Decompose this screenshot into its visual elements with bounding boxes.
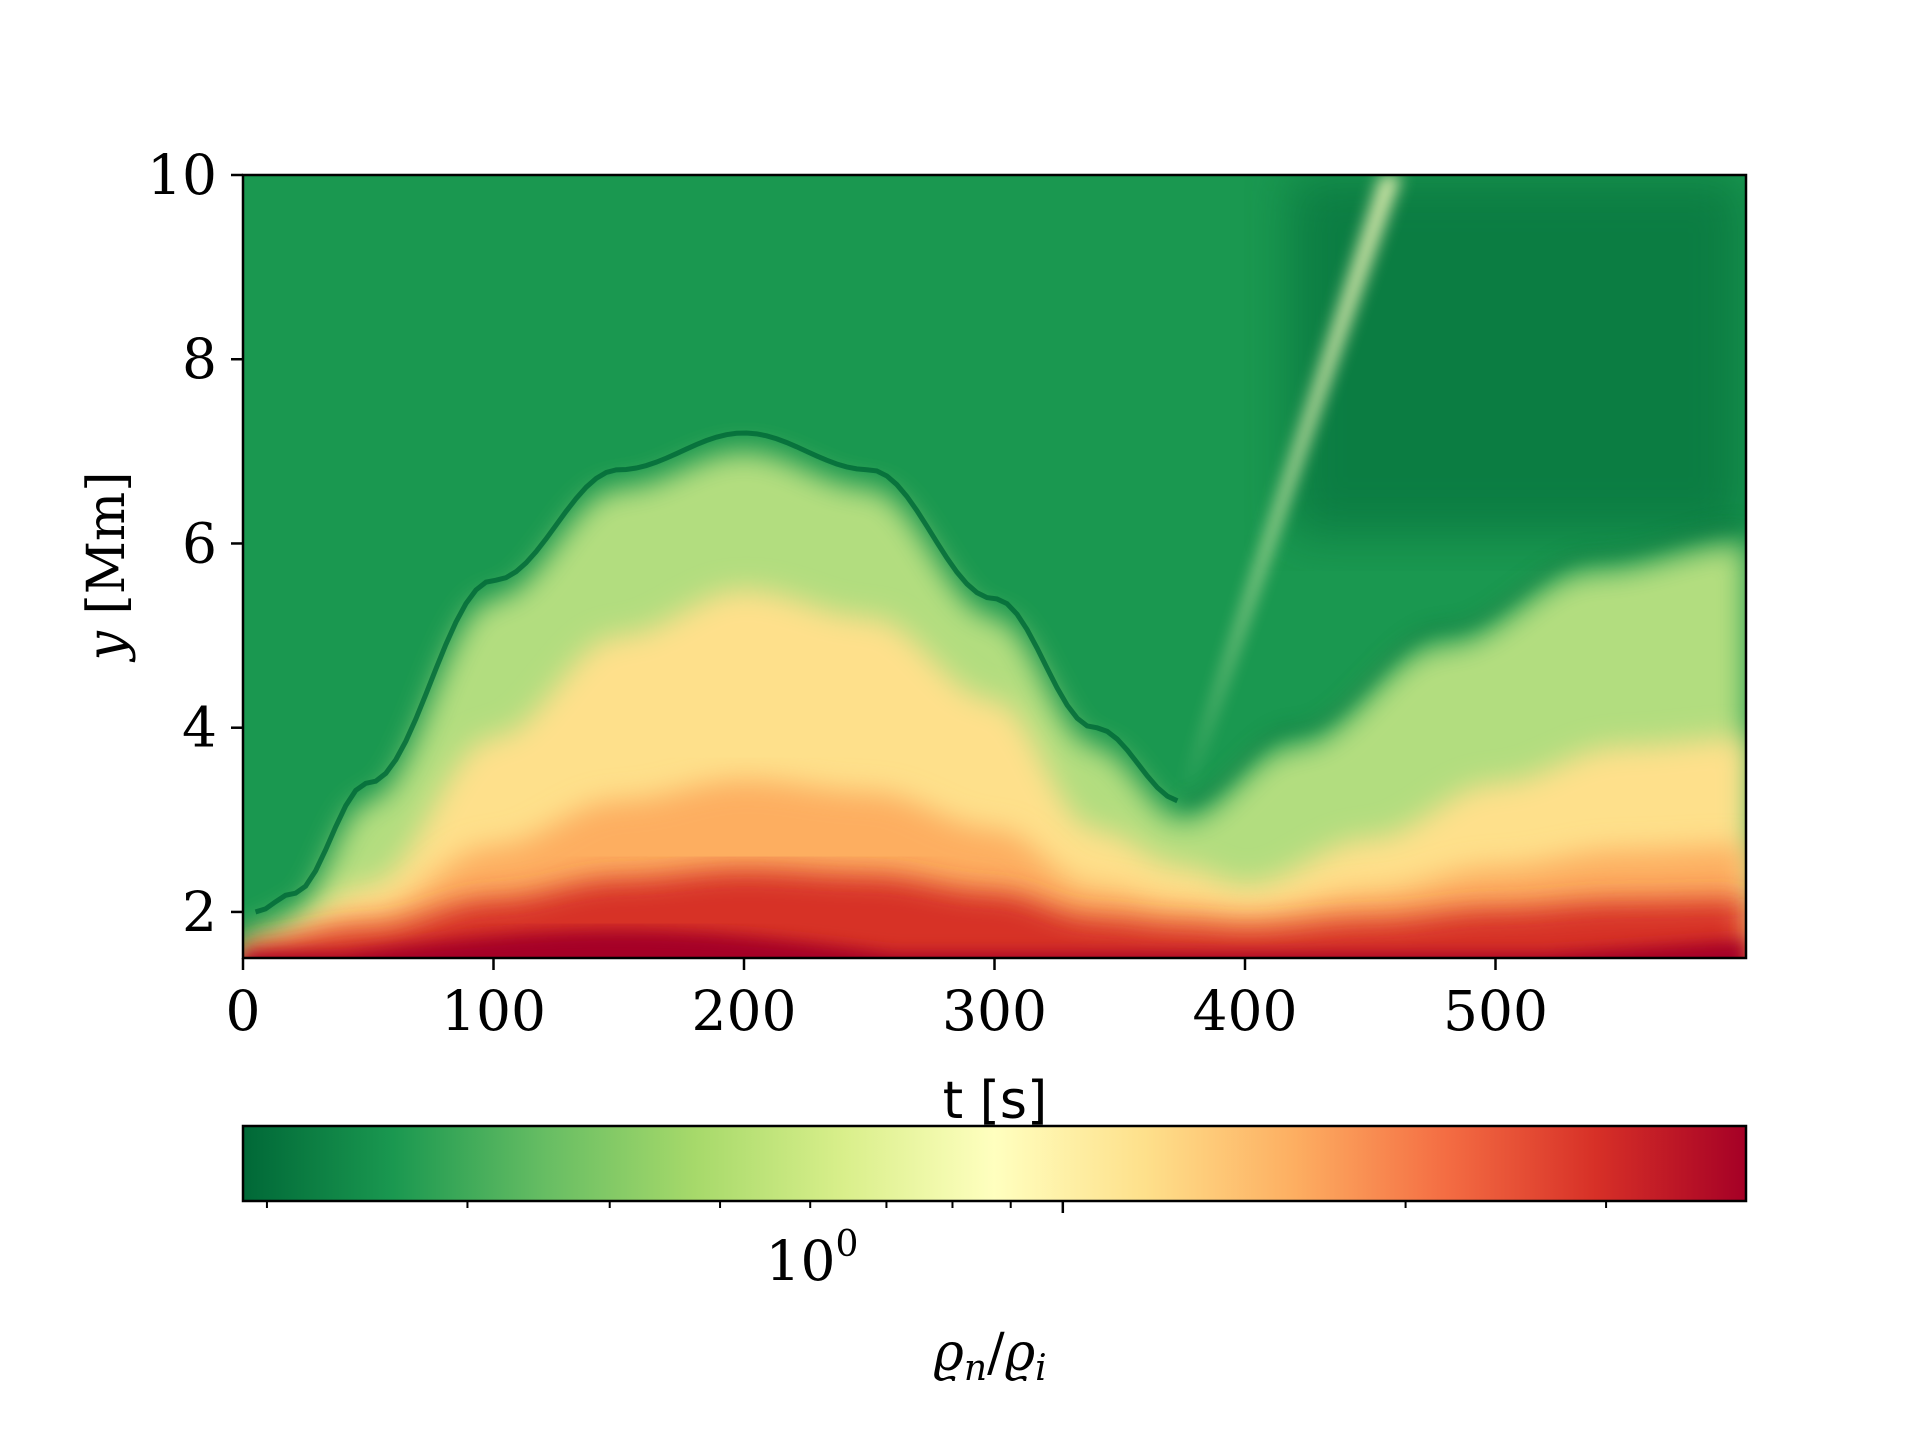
colorbar-ticks bbox=[265, 1201, 1608, 1213]
heatmap-darkred-layer bbox=[243, 930, 1746, 958]
x-tick-label: 300 bbox=[942, 979, 1047, 1043]
heatmap bbox=[243, 175, 1746, 958]
colorbar-label-separator: / bbox=[987, 1323, 1005, 1383]
colorbar-major-tick-label: 100 bbox=[766, 1224, 859, 1293]
heatmap-bright-streak bbox=[1182, 175, 1402, 802]
y-tick-label: 10 bbox=[147, 143, 217, 207]
x-tick-label: 200 bbox=[692, 979, 797, 1043]
x-tick-label: 400 bbox=[1193, 979, 1298, 1043]
heatmap-second-front bbox=[1181, 521, 1744, 806]
x-axis-label: t [s] bbox=[943, 1071, 1048, 1131]
x-axis: 0 100 200 300 400 500 bbox=[226, 958, 1548, 1043]
x-tick-label: 500 bbox=[1443, 979, 1548, 1043]
colorbar-label-denominator: ϱ bbox=[1005, 1323, 1036, 1383]
y-axis-label-unit: [Mm] bbox=[77, 471, 137, 631]
colorbar-label-denominator-sub: i bbox=[1035, 1348, 1047, 1389]
y-tick-label: 8 bbox=[182, 327, 217, 391]
colorbar bbox=[241, 1124, 1748, 1203]
y-tick-label: 2 bbox=[182, 880, 217, 944]
colorbar-label: ϱn/ϱi bbox=[933, 1323, 1046, 1389]
y-tick-label: 4 bbox=[182, 696, 217, 760]
colorbar-major-tick-base: 10 bbox=[766, 1229, 836, 1293]
heatmap-dark-right-region bbox=[1290, 175, 1746, 535]
y-axis: 2 4 6 8 10 bbox=[147, 143, 243, 944]
x-tick-label: 0 bbox=[226, 979, 261, 1043]
colorbar-label-numerator-sub: n bbox=[964, 1348, 987, 1389]
colorbar-label-numerator: ϱ bbox=[933, 1323, 964, 1383]
y-axis-label-variable: y bbox=[77, 631, 137, 663]
y-tick-label: 6 bbox=[182, 511, 217, 575]
x-tick-label: 100 bbox=[441, 979, 546, 1043]
colorbar-major-tick-exponent: 0 bbox=[836, 1224, 859, 1265]
heatmap-dark-front bbox=[254, 430, 1179, 915]
y-axis-label: y [Mm] bbox=[77, 471, 137, 662]
